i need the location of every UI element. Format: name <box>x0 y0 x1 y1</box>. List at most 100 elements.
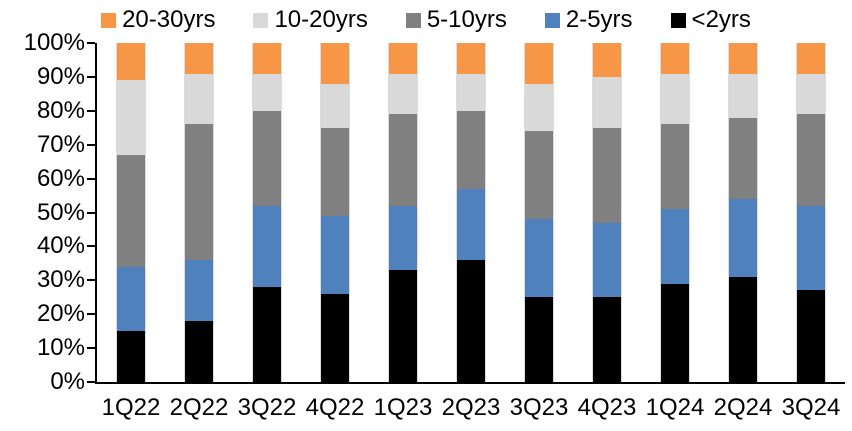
bar-segment <box>321 83 349 128</box>
y-axis-tick <box>87 178 95 180</box>
y-axis-label: 10% <box>36 334 85 361</box>
bar-segment <box>185 259 213 321</box>
legend-item: 10-20yrs <box>253 6 368 34</box>
bar-3q24 <box>796 43 826 382</box>
bar-segment <box>117 154 145 267</box>
x-axis-label: 4Q23 <box>577 394 637 421</box>
bar-2q22 <box>184 43 214 382</box>
x-axis-label: 1Q23 <box>373 394 433 421</box>
bar-3q23 <box>524 43 554 382</box>
legend-swatch <box>544 12 560 28</box>
y-axis-tick <box>87 76 95 78</box>
y-axis-tick <box>87 212 95 214</box>
y-axis-label: 0% <box>50 368 85 395</box>
y-axis-tick <box>87 144 95 146</box>
legend-swatch <box>253 12 269 28</box>
bar-segment <box>797 73 825 115</box>
legend-label: 20-30yrs <box>122 6 216 33</box>
bar-segment <box>661 283 689 382</box>
bar-segment <box>389 73 417 115</box>
x-axis-label: 1Q24 <box>645 394 705 421</box>
x-axis-label: 3Q22 <box>237 394 297 421</box>
y-axis-label: 40% <box>36 232 85 259</box>
y-axis-label: 30% <box>36 266 85 293</box>
bar-segment <box>457 188 485 260</box>
y-axis-line <box>95 43 97 384</box>
legend-label: <2yrs <box>691 6 751 33</box>
bar-segment <box>117 331 145 382</box>
bar-segment <box>321 293 349 382</box>
legend-swatch <box>405 12 421 28</box>
bar-segment <box>525 219 553 298</box>
bar-segment <box>185 43 213 74</box>
x-axis-line <box>95 382 845 384</box>
bar-segment <box>525 83 553 132</box>
x-axis-label: 4Q22 <box>305 394 365 421</box>
y-axis-label: 70% <box>36 131 85 158</box>
bar-segment <box>593 76 621 128</box>
bar-1q23 <box>388 43 418 382</box>
bar-segment <box>457 73 485 111</box>
y-axis-tick <box>87 42 95 44</box>
bar-2q24 <box>728 43 758 382</box>
y-axis-label: 80% <box>36 97 85 124</box>
bar-segment <box>389 270 417 382</box>
bar-segment <box>321 127 349 216</box>
bar-3q22 <box>252 43 282 382</box>
bar-segment <box>457 110 485 189</box>
y-axis-tick <box>87 245 95 247</box>
y-axis-label: 60% <box>36 165 85 192</box>
x-axis-label: 2Q22 <box>169 394 229 421</box>
y-axis-tick <box>87 110 95 112</box>
bar-segment <box>321 215 349 294</box>
legend-item: 20-30yrs <box>101 6 215 34</box>
bar-segment <box>661 43 689 74</box>
bar-segment <box>661 209 689 284</box>
bar-segment <box>321 43 349 84</box>
x-axis-label: 2Q23 <box>441 394 501 421</box>
bar-segment <box>729 73 757 118</box>
bar-segment <box>729 117 757 199</box>
y-axis-tick <box>87 347 95 349</box>
bar-segment <box>117 80 145 155</box>
legend-label: 5-10yrs <box>426 6 507 33</box>
bar-1q22 <box>116 43 146 382</box>
bar-segment <box>525 131 553 220</box>
legend-item: 5-10yrs <box>405 6 507 34</box>
legend-label: 2-5yrs <box>565 6 633 33</box>
bar-1q24 <box>660 43 690 382</box>
bar-segment <box>661 73 689 125</box>
y-axis-label: 90% <box>36 63 85 90</box>
legend-swatch <box>670 12 686 28</box>
x-axis-label: 1Q22 <box>101 394 161 421</box>
legend-swatch <box>101 12 117 28</box>
bar-segment <box>661 124 689 210</box>
bar-4q23 <box>592 43 622 382</box>
bar-segment <box>185 124 213 260</box>
y-axis-tick <box>87 381 95 383</box>
bar-segment <box>729 43 757 74</box>
bar-segment <box>253 73 281 111</box>
x-axis-label: 3Q24 <box>781 394 841 421</box>
bar-segment <box>389 43 417 74</box>
bar-segment <box>185 73 213 125</box>
bar-segment <box>117 266 145 332</box>
x-axis-label: 2Q24 <box>713 394 773 421</box>
bar-segment <box>457 43 485 74</box>
y-axis-label: 50% <box>36 199 85 226</box>
bar-segment <box>525 297 553 382</box>
bar-2q23 <box>456 43 486 382</box>
legend-label: 10-20yrs <box>274 6 368 33</box>
bar-segment <box>389 114 417 206</box>
y-axis-tick <box>87 313 95 315</box>
bar-segment <box>797 43 825 74</box>
bar-segment <box>593 43 621 77</box>
y-axis-tick <box>87 279 95 281</box>
bar-segment <box>253 205 281 288</box>
bar-segment <box>797 114 825 206</box>
bar-4q22 <box>320 43 350 382</box>
legend: 20-30yrs 10-20yrs 5-10yrs 2-5yrs <2yrs <box>0 6 852 34</box>
bar-segment <box>729 276 757 382</box>
bar-segment <box>253 110 281 206</box>
x-axis-label: 3Q23 <box>509 394 569 421</box>
